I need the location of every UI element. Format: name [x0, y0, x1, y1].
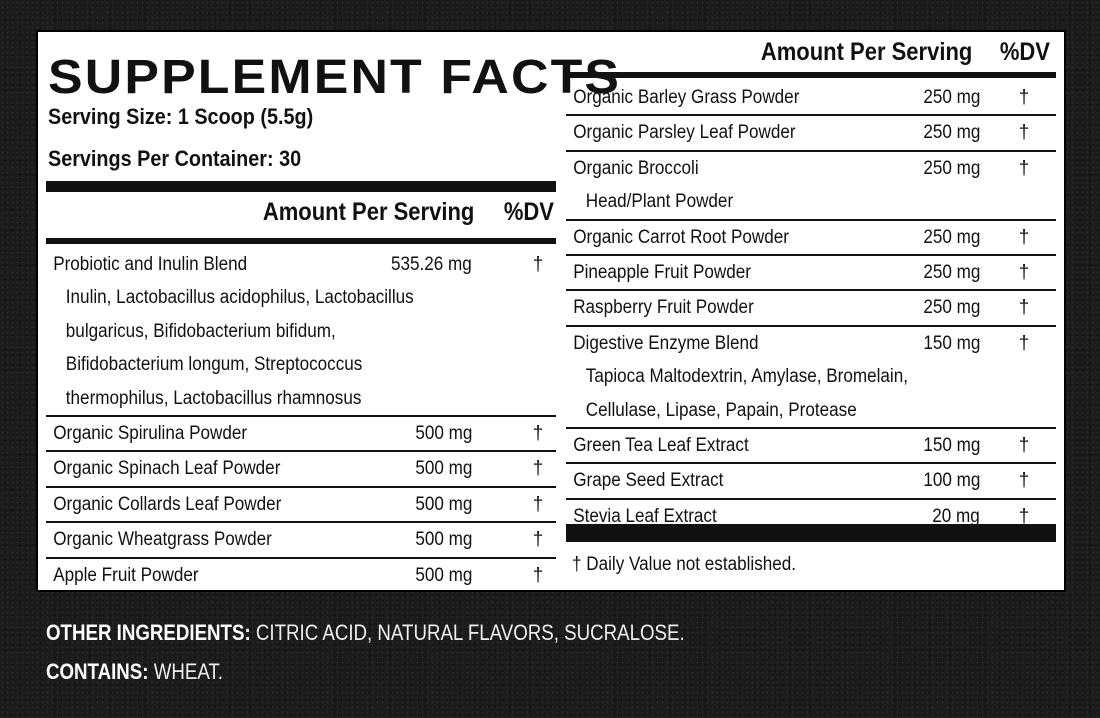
ingredient-amount: 150 mg	[922, 435, 980, 457]
ingredient-sub-line: Bifidobacterium longum, Streptococcus	[65, 354, 363, 376]
ingredient-row: Apple Fruit Powder 500 mg †	[46, 559, 556, 592]
ingredient-amount: 500 mg	[414, 529, 472, 551]
ingredient-amount: 500 mg	[414, 423, 472, 445]
ingredient-row: Organic Broccoli Head/Plant Powder 250 mg †	[566, 152, 1056, 221]
divider-thick	[566, 524, 1056, 542]
dv-header-left: %DV	[503, 198, 554, 226]
right-ingredient-table: Organic Barley Grass Powder 250 mg † Organi…	[566, 81, 1056, 533]
amount-header-right: Amount Per Serving	[760, 38, 972, 66]
ingredient-dv: †	[532, 564, 544, 586]
servings-per-container: Servings Per Container: 30	[48, 146, 302, 171]
ingredient-name: Stevia Leaf Extract	[573, 505, 717, 527]
ingredient-dv: †	[1018, 470, 1030, 492]
ingredient-dv: †	[1018, 435, 1030, 457]
amount-header-left: Amount Per Serving	[262, 198, 474, 226]
ingredient-dv: †	[1018, 505, 1030, 527]
ingredient-dv: †	[1018, 87, 1030, 108]
ingredient-name: Pineapple Fruit Powder	[573, 262, 751, 284]
ingredient-name: Organic Wheatgrass Powder	[53, 529, 272, 551]
ingredient-row: Green Tea Leaf Extract 150 mg †	[566, 429, 1056, 465]
ingredient-amount: 250 mg	[922, 87, 980, 108]
ingredient-name: Organic Broccoli	[573, 157, 699, 179]
ingredient-dv: †	[532, 254, 544, 275]
ingredient-amount: 250 mg	[922, 226, 980, 248]
ingredient-sub-line: Inulin, Lactobacillus acidophilus, Lacto…	[65, 287, 414, 309]
serving-size: Serving Size: 1 Scoop (5.5g)	[48, 104, 314, 129]
ingredient-amount: 20 mg	[932, 505, 980, 527]
ingredient-row: Organic Collards Leaf Powder 500 mg †	[46, 488, 556, 524]
ingredient-row: Stevia Leaf Extract 20 mg †	[566, 500, 1056, 533]
ingredient-dv: †	[1018, 157, 1030, 179]
ingredient-dv: †	[532, 458, 544, 480]
ingredient-name: Organic Carrot Root Powder	[573, 226, 789, 248]
ingredient-amount: 150 mg	[922, 332, 980, 354]
contains-label: CONTAINS:	[46, 659, 149, 684]
ingredient-row: Organic Spinach Leaf Powder 500 mg †	[46, 452, 556, 488]
contains: CONTAINS: WHEAT.	[46, 659, 223, 685]
ingredient-dv: †	[1018, 262, 1030, 284]
ingredient-sub-line: thermophilus, Lactobacillus rhamnosus	[65, 387, 362, 409]
divider	[46, 238, 556, 244]
ingredient-amount: 250 mg	[922, 157, 980, 179]
ingredient-name: Digestive Enzyme Blend	[573, 332, 759, 354]
ingredient-row: Organic Parsley Leaf Powder 250 mg †	[566, 116, 1056, 152]
ingredient-sub-line: Tapioca Maltodextrin, Amylase, Bromelain…	[585, 366, 908, 388]
ingredient-sub-line: Cellulase, Lipase, Papain, Protease	[585, 399, 857, 421]
other-ingredients-value: CITRIC ACID, NATURAL FLAVORS, SUCRALOSE.	[250, 620, 685, 645]
ingredient-row: Raspberry Fruit Powder 250 mg †	[566, 291, 1056, 327]
ingredient-dv: †	[532, 529, 544, 551]
ingredient-name: Green Tea Leaf Extract	[573, 435, 749, 457]
ingredient-name: Organic Collards Leaf Powder	[53, 493, 282, 515]
other-ingredients: OTHER INGREDIENTS: CITRIC ACID, NATURAL …	[46, 620, 685, 646]
footnote: † Daily Value not established.	[572, 554, 797, 575]
ingredient-row: Organic Spirulina Powder 500 mg †	[46, 417, 556, 453]
ingredient-row: Organic Wheatgrass Powder 500 mg †	[46, 523, 556, 559]
ingredient-sub-line: bulgaricus, Bifidobacterium bifidum,	[65, 320, 336, 342]
ingredient-amount: 535.26 mg	[391, 254, 472, 275]
ingredient-name: Organic Spinach Leaf Powder	[53, 458, 281, 480]
ingredient-dv: †	[1018, 226, 1030, 248]
ingredient-row: Organic Carrot Root Powder 250 mg †	[566, 221, 1056, 257]
ingredient-name: Organic Spirulina Powder	[53, 423, 248, 445]
ingredient-name: Probiotic and Inulin Blend	[53, 254, 248, 275]
dv-header-right: %DV	[999, 38, 1050, 66]
divider-thick	[46, 181, 556, 192]
ingredient-dv: †	[532, 423, 544, 445]
ingredient-row: Pineapple Fruit Powder 250 mg †	[566, 256, 1056, 292]
supplement-facts-panel: SUPPLEMENT FACTS Serving Size: 1 Scoop (…	[36, 30, 1066, 592]
left-ingredient-table: Probiotic and Inulin Blend Inulin, Lactob…	[46, 248, 556, 592]
ingredient-name: Organic Parsley Leaf Powder	[573, 122, 796, 144]
ingredient-row: Digestive Enzyme Blend Tapioca Maltodextr…	[566, 327, 1056, 430]
panel-title: SUPPLEMENT FACTS	[48, 51, 622, 104]
ingredient-name: Apple Fruit Powder	[53, 564, 199, 586]
ingredient-amount: 500 mg	[414, 458, 472, 480]
ingredient-amount: 250 mg	[922, 262, 980, 284]
ingredient-name: Grape Seed Extract	[573, 470, 724, 492]
ingredient-dv: †	[532, 493, 544, 515]
ingredient-dv: †	[1018, 332, 1030, 354]
ingredient-dv: †	[1018, 297, 1030, 319]
divider	[566, 72, 1056, 78]
ingredient-amount: 250 mg	[922, 122, 980, 144]
ingredient-amount: 100 mg	[922, 470, 980, 492]
other-ingredients-label: OTHER INGREDIENTS:	[46, 620, 251, 645]
ingredient-sub-line: Head/Plant Powder	[585, 191, 734, 213]
ingredient-dv: †	[1018, 122, 1030, 144]
ingredient-name: Organic Barley Grass Powder	[573, 87, 800, 108]
ingredient-row: Grape Seed Extract 100 mg †	[566, 464, 1056, 500]
ingredient-row: Organic Barley Grass Powder 250 mg †	[566, 81, 1056, 117]
ingredient-amount: 500 mg	[414, 564, 472, 586]
ingredient-amount: 250 mg	[922, 297, 980, 319]
ingredient-amount: 500 mg	[414, 493, 472, 515]
ingredient-name: Raspberry Fruit Powder	[573, 297, 754, 319]
contains-value: WHEAT.	[148, 659, 223, 684]
ingredient-row: Probiotic and Inulin Blend Inulin, Lactob…	[46, 248, 556, 418]
